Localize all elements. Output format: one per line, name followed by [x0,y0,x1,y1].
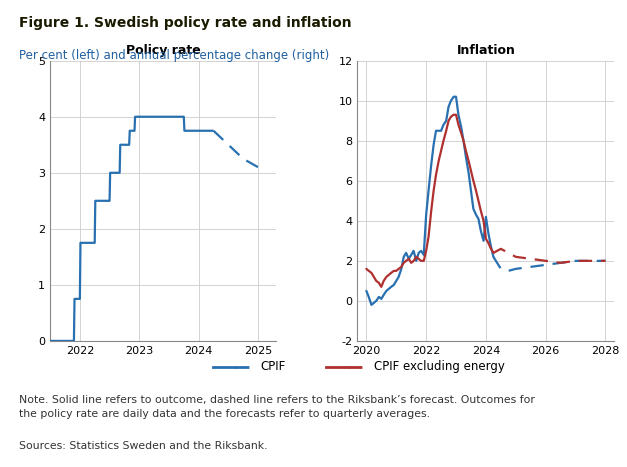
Text: Per cent (left) and annual percentage change (right): Per cent (left) and annual percentage ch… [19,49,329,62]
Title: Inflation: Inflation [456,44,515,57]
Text: CPIF: CPIF [261,360,286,373]
Text: Note. Solid line refers to outcome, dashed line refers to the Riksbank’s forecas: Note. Solid line refers to outcome, dash… [19,395,535,418]
Text: Sources: Statistics Sweden and the Riksbank.: Sources: Statistics Sweden and the Riksb… [19,441,267,451]
Text: Figure 1. Swedish policy rate and inflation: Figure 1. Swedish policy rate and inflat… [19,16,352,30]
Text: CPIF excluding energy: CPIF excluding energy [374,360,505,373]
Title: Policy rate: Policy rate [125,44,201,57]
